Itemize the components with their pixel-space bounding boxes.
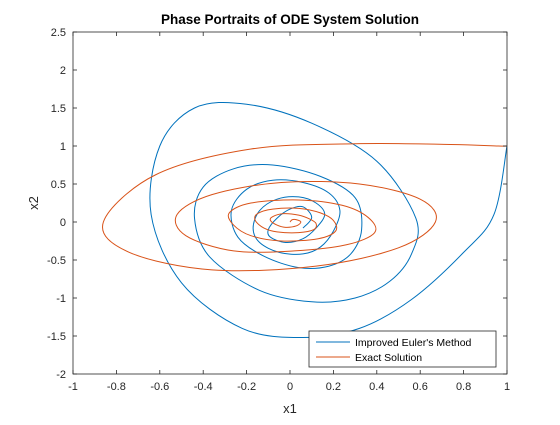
- y-tick-label: 2.5: [51, 27, 66, 39]
- y-axis-label: x2: [26, 196, 41, 210]
- y-tick-label: 1: [60, 141, 66, 153]
- y-tick-label: -1: [56, 293, 66, 305]
- y-tick-label: 0: [60, 217, 66, 229]
- chart-title: Phase Portraits of ODE System Solution: [161, 12, 419, 27]
- x-tick-label: 0.4: [369, 381, 384, 393]
- x-tick-label: 0.8: [456, 381, 471, 393]
- x-tick-label: 1: [504, 381, 510, 393]
- x-tick-label: 0.2: [326, 381, 341, 393]
- x-tick-label: -0.6: [150, 381, 169, 393]
- legend: Improved Euler's Method Exact Solution: [309, 331, 496, 367]
- legend-label-exact-solution: Exact Solution: [355, 352, 422, 364]
- x-tick-label: -0.2: [237, 381, 256, 393]
- x-tick-label: -0.8: [107, 381, 126, 393]
- y-tick-label: 0.5: [51, 179, 66, 191]
- plot-area: [73, 32, 507, 374]
- legend-label-improved-euler: Improved Euler's Method: [355, 337, 472, 349]
- y-tick-label: 1.5: [51, 103, 66, 115]
- y-tick-label: 2: [60, 65, 66, 77]
- x-tick-label: 0: [287, 381, 293, 393]
- x-tick-label: -1: [68, 381, 78, 393]
- x-axis-label: x1: [283, 401, 297, 416]
- y-tick-label: -0.5: [47, 255, 66, 267]
- y-tick-label: -2: [56, 369, 66, 381]
- x-tick-label: 0.6: [413, 381, 428, 393]
- x-tick-label: -0.4: [194, 381, 213, 393]
- y-tick-label: -1.5: [47, 331, 66, 343]
